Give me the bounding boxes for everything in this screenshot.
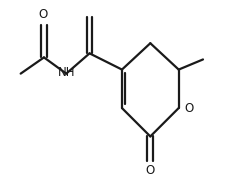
- Text: O: O: [184, 102, 194, 115]
- Text: O: O: [146, 164, 155, 177]
- Text: O: O: [38, 8, 48, 21]
- Text: NH: NH: [58, 66, 75, 79]
